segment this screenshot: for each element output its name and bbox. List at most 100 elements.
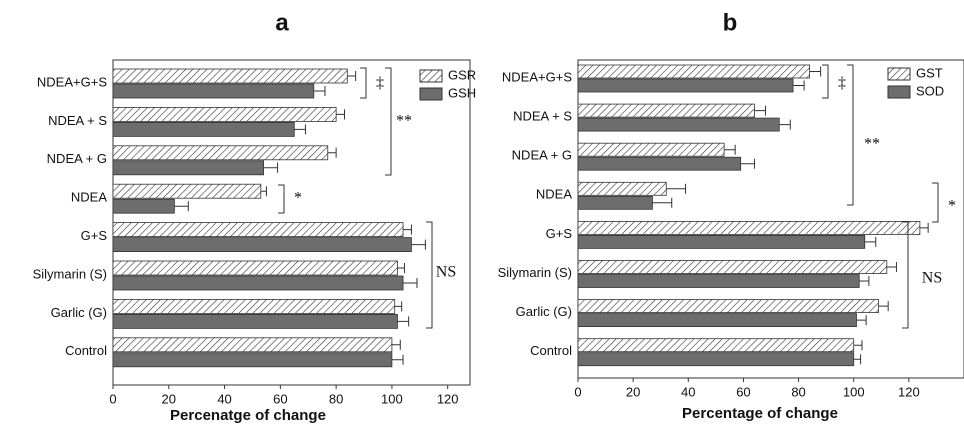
legend-swatch [887,85,911,99]
bracket [932,182,939,223]
x-tick-label: 120 [898,384,920,399]
legend-label: GSH [448,85,476,100]
bar [577,299,879,314]
y-tick-label: NDEA + G [47,151,107,166]
x-tick-label: 60 [273,391,287,406]
error-bar [754,105,766,116]
bar [112,237,412,253]
bar [577,78,794,93]
bar [577,117,780,132]
error-bar [724,144,736,155]
bar [577,103,755,118]
bar [577,352,855,367]
legend-label: GST [916,65,943,80]
bar [112,145,329,161]
annotation: * [294,190,302,207]
error-bar [294,124,306,135]
annotation: NS [436,264,456,281]
y-tick-label: Garlic (G) [51,305,107,320]
bracket [385,67,392,176]
bracket [360,67,367,99]
bracket [278,184,285,214]
y-tick-label: NDEA + G [512,148,572,163]
bar [112,222,404,238]
y-tick-label: NDEA+G+S [502,69,572,84]
bar [112,83,315,99]
x-tick-label: 20 [626,384,640,399]
bar [577,260,888,274]
bracket [822,64,829,99]
error-bar [793,80,805,91]
x-tick-label: 20 [162,391,176,406]
error-bar [856,315,867,326]
panel-title: a [275,9,289,36]
y-tick-label: NDEA+G+S [37,74,107,89]
bar [112,198,175,214]
bar [577,220,921,235]
y-tick-label: Control [65,343,107,358]
y-tick-label: NDEA [71,190,107,205]
bar [112,160,265,176]
error-bar [336,109,345,120]
annotation: ** [396,113,412,130]
bar [577,313,857,328]
x-tick-label: 120 [437,391,459,406]
x-tick-label: 100 [381,391,403,406]
bar [112,313,398,329]
y-tick-label: Silymarin (S) [498,265,572,280]
error-bar [853,340,863,351]
bar [112,68,348,84]
error-bar [740,158,755,169]
x-tick-label: 0 [109,391,116,406]
bar [112,260,398,276]
bar [112,107,337,122]
x-tick-label: 80 [329,391,343,406]
bar [577,338,855,353]
y-tick-label: Garlic (G) [516,304,572,319]
bar [112,352,393,368]
legend-swatch [887,67,911,81]
annotation: ‡ [838,75,846,92]
bar [112,337,393,353]
error-bar [779,119,791,130]
y-tick-label: NDEA + S [513,109,572,124]
error-bar [403,278,418,288]
error-bar [327,147,337,158]
error-bar [403,224,412,235]
annotation: ‡ [376,75,384,92]
error-bar [859,276,870,286]
error-bar [174,201,189,212]
bar [112,298,396,314]
y-tick-label: Silymarin (S) [33,266,107,281]
annotation: NS [922,270,942,287]
x-tick-label: 100 [843,384,865,399]
x-tick-label: 60 [736,384,750,399]
legend-swatch [419,87,443,101]
x-axis-label: Percenatge of change [170,407,326,424]
error-bar [260,186,267,197]
bar [577,234,866,249]
error-bar [853,354,862,365]
bar [577,274,860,288]
y-tick-label: NDEA [536,187,572,202]
bar [112,275,404,291]
y-tick-label: Control [530,343,572,358]
bar [577,195,653,210]
error-bar [809,66,822,77]
annotation: * [948,198,956,215]
x-tick-label: 40 [681,384,695,399]
bar [577,142,725,157]
error-bar [347,71,357,81]
bracket [847,64,854,206]
error-bar [886,262,897,272]
error-bar [397,316,410,327]
bar [112,183,262,199]
x-axis-label: Percentage of change [682,405,838,422]
y-tick-label: G+S [81,228,108,243]
error-bar [878,301,889,312]
error-bar [666,183,687,194]
bar [577,156,742,171]
error-bar [263,162,279,173]
error-bar [394,301,403,312]
